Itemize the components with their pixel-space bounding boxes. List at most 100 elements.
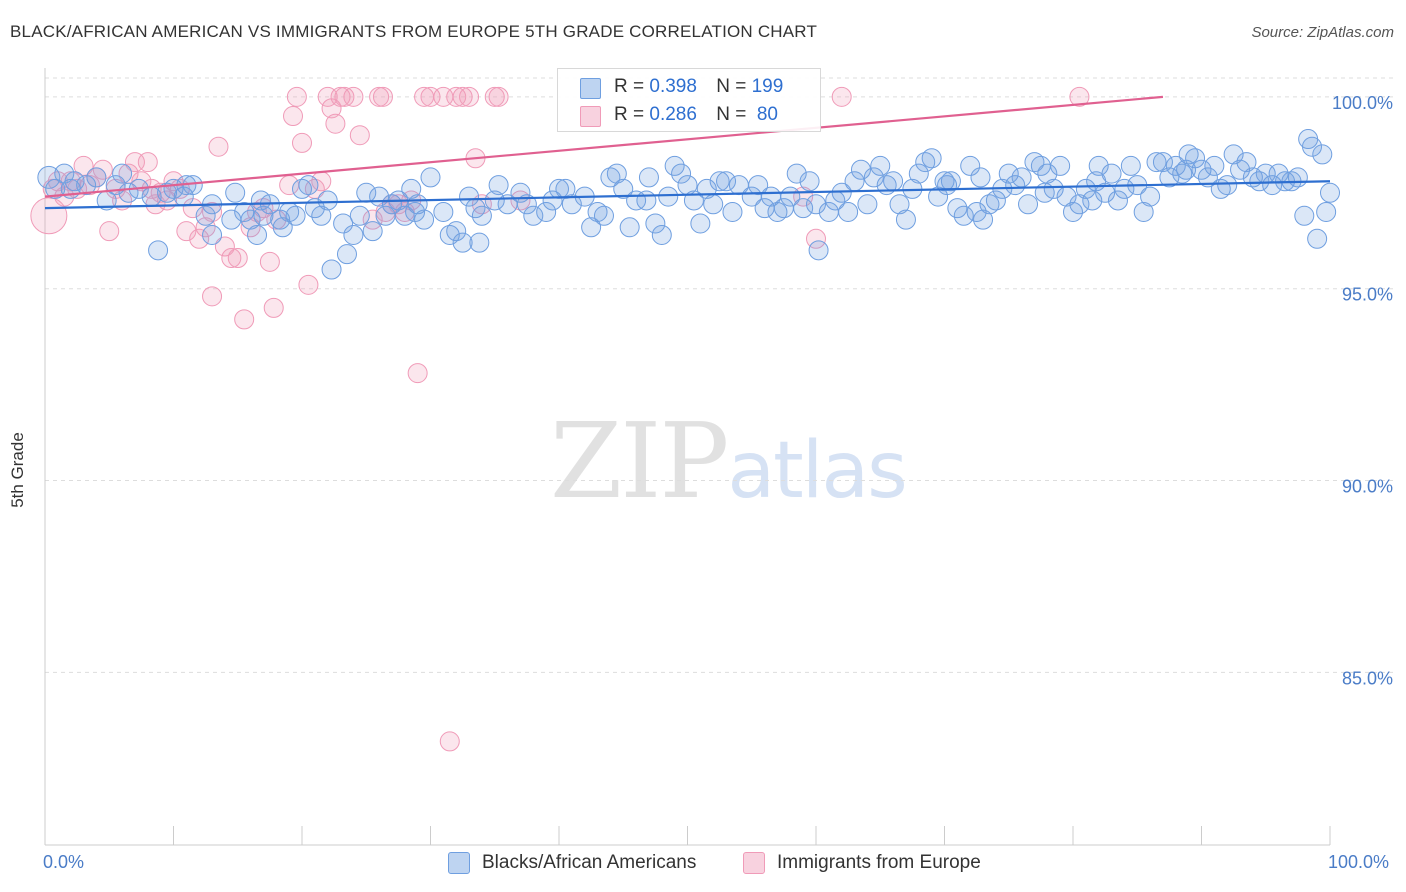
trend-lines [44, 95, 1331, 210]
point-blacks-african-americans [806, 194, 826, 215]
point-immigrants-from-europe [92, 159, 113, 180]
point-blacks-african-americans [895, 209, 916, 230]
point-immigrants-from-europe [488, 86, 509, 107]
point-blacks-african-americans [1140, 186, 1161, 207]
watermark: ZIPatlas [550, 400, 908, 522]
legend-item-pink[interactable]: Immigrants from Europe [743, 852, 981, 874]
legend-item-blue[interactable]: Blacks/African Americans [448, 852, 696, 874]
point-blacks-african-americans [960, 155, 981, 176]
point-blacks-african-americans [1204, 155, 1225, 176]
stat-r-label-blue: R = [614, 76, 650, 97]
point-blacks-african-americans [452, 232, 473, 253]
point-blacks-african-americans [1086, 171, 1107, 192]
point-blacks-african-americans [1320, 182, 1340, 203]
point-immigrants-from-europe [298, 274, 319, 295]
point-blacks-african-americans [394, 205, 415, 226]
point-blacks-african-americans [1114, 178, 1135, 199]
point-blacks-african-americans [613, 178, 634, 199]
point-immigrants-from-europe [176, 221, 197, 242]
point-blacks-african-americans [915, 152, 936, 173]
point-immigrants-from-europe [439, 731, 460, 752]
point-blacks-african-americans [148, 240, 169, 261]
point-blacks-african-americans [1063, 201, 1083, 222]
point-immigrants-from-europe [214, 236, 235, 257]
point-blacks-african-americans [1230, 159, 1251, 180]
series-blacks-african-americans [37, 129, 1340, 280]
point-blacks-african-americans [439, 224, 460, 245]
point-blacks-african-americans [195, 205, 216, 226]
point-immigrants-from-europe [208, 136, 229, 157]
point-blacks-african-americans [285, 205, 306, 226]
point-immigrants-from-europe [221, 247, 242, 268]
point-blacks-african-americans [240, 209, 261, 230]
point-blacks-african-americans [349, 205, 370, 226]
point-blacks-african-americans [471, 205, 492, 226]
point-blacks-african-americans [937, 175, 958, 196]
point-blacks-african-americans [1312, 144, 1333, 165]
point-blacks-african-americans [536, 201, 557, 222]
stat-n-label-pink: N = [716, 104, 752, 125]
point-blacks-african-americans [250, 190, 271, 211]
point-blacks-african-americans [484, 190, 505, 211]
point-immigrants-from-europe [407, 363, 428, 384]
point-blacks-african-americans [76, 175, 97, 196]
point-blacks-african-americans [953, 205, 974, 226]
point-blacks-african-americans [336, 244, 357, 265]
point-blacks-african-americans [446, 221, 467, 242]
point-blacks-african-americans [1037, 163, 1058, 184]
point-blacks-african-americans [1294, 205, 1315, 226]
point-blacks-african-americans [516, 194, 537, 215]
point-immigrants-from-europe [263, 297, 284, 318]
correlation-stats-box: R = 0.398 N = 199 R = 0.286 N = 80 [557, 68, 821, 132]
point-blacks-african-americans [593, 205, 614, 226]
point-blacks-african-americans [37, 165, 61, 189]
point-blacks-african-americans [561, 194, 582, 215]
point-blacks-african-americans [1217, 175, 1238, 196]
point-blacks-african-americans [469, 232, 490, 253]
point-blacks-african-americans [985, 190, 1006, 211]
point-blacks-african-americans [600, 167, 621, 188]
point-blacks-african-americans [433, 201, 454, 222]
point-blacks-african-americans [1082, 190, 1103, 211]
point-blacks-african-americans [831, 182, 852, 203]
stat-n-value-blue: 199 [751, 76, 784, 97]
stat-r-value-pink: 0.286 [649, 104, 697, 125]
point-blacks-african-americans [1152, 152, 1173, 173]
y-tick-label: 85.0% [1342, 668, 1393, 688]
point-immigrants-from-europe [372, 86, 393, 107]
point-immigrants-from-europe [831, 86, 852, 107]
stat-r-value-blue: 0.398 [649, 76, 697, 97]
point-immigrants-from-europe [234, 309, 255, 330]
trend-line-pink [44, 95, 1164, 198]
point-blacks-african-americans [934, 171, 955, 192]
point-blacks-african-americans [947, 198, 968, 219]
point-immigrants-from-europe [334, 86, 355, 107]
point-blacks-african-americans [1223, 144, 1244, 165]
point-immigrants-from-europe [202, 286, 223, 307]
point-blacks-african-americans [786, 163, 807, 184]
point-blacks-african-americans [523, 205, 544, 226]
point-immigrants-from-europe [259, 251, 280, 272]
point-blacks-african-americans [870, 155, 891, 176]
point-blacks-african-americans [298, 175, 319, 196]
point-blacks-african-americans [703, 194, 724, 215]
point-blacks-african-americans [921, 148, 942, 169]
point-blacks-african-americans [973, 209, 994, 230]
point-blacks-african-americans [645, 213, 666, 234]
y-tick-labels: 100.0% 95.0% 90.0% 85.0% [1332, 93, 1393, 688]
stat-swatch-blue [580, 78, 601, 99]
source-note: Source: ZipAtlas.com [1251, 24, 1394, 41]
point-blacks-african-americans [619, 217, 640, 238]
point-blacks-african-americans [606, 163, 627, 184]
legend-label-pink: Immigrants from Europe [777, 852, 981, 873]
stat-r-label-pink: R = [614, 104, 650, 125]
point-blacks-african-americans [636, 190, 657, 211]
point-blacks-african-americans [1005, 175, 1026, 196]
trend-line-blue [44, 180, 1331, 210]
point-blacks-african-americans [401, 178, 422, 199]
point-blacks-african-americans [748, 175, 769, 196]
point-blacks-african-americans [311, 205, 332, 226]
point-blacks-african-americans [1302, 136, 1323, 157]
x-tick-max: 100.0% [1328, 852, 1390, 872]
point-blacks-african-americans [1178, 144, 1199, 165]
